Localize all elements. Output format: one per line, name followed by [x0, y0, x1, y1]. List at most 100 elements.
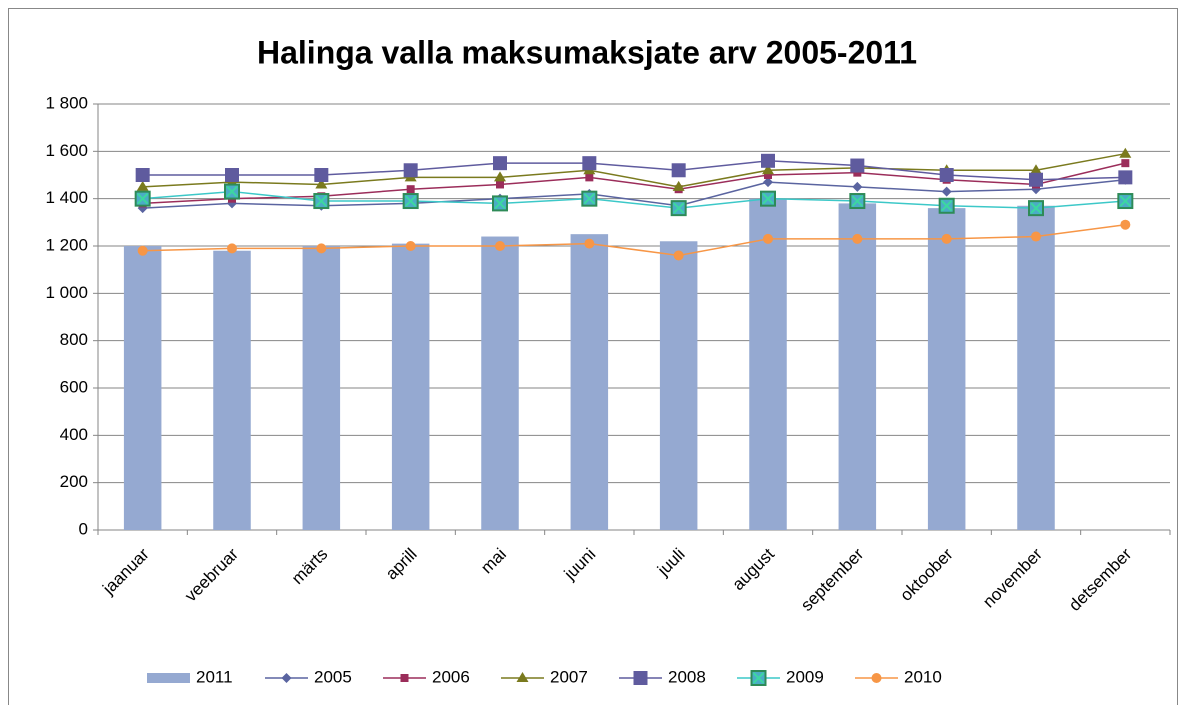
bar: [1017, 205, 1055, 530]
marker: [496, 180, 504, 189]
legend-item: 2010: [855, 667, 942, 686]
marker: [762, 164, 774, 175]
marker: [314, 168, 329, 182]
bar: [481, 236, 519, 531]
marker-cross: [752, 672, 765, 684]
marker: [516, 672, 529, 682]
marker: [403, 163, 418, 178]
marker: [315, 178, 328, 189]
marker: [670, 200, 687, 217]
marker: [750, 670, 767, 686]
bar: [302, 246, 341, 530]
marker: [1028, 200, 1044, 217]
marker: [672, 180, 685, 191]
series-line: [142, 190, 1126, 209]
legend-item: 2006: [383, 667, 470, 686]
bar: [570, 234, 609, 530]
marker: [405, 241, 416, 251]
series-line: [142, 178, 1126, 209]
marker: [585, 173, 594, 182]
chart-title: Halinga valla maksumaksjate arv 2005-201…: [257, 34, 917, 70]
marker: [227, 243, 237, 254]
marker-cross: [583, 192, 596, 205]
legend-label: 2006: [432, 667, 470, 686]
marker: [582, 156, 597, 171]
marker: [135, 168, 150, 182]
marker: [849, 193, 866, 210]
marker: [134, 190, 151, 207]
legend-label: 2010: [904, 667, 942, 686]
marker-cross: [851, 195, 864, 207]
y-tick-label: 1 800: [45, 93, 88, 112]
legend-item: 2008: [619, 667, 706, 686]
marker: [581, 190, 598, 207]
marker: [939, 168, 954, 182]
bar: [213, 250, 251, 530]
marker: [671, 163, 686, 178]
marker: [225, 168, 239, 182]
marker: [633, 671, 648, 685]
series-line: [142, 152, 1126, 188]
y-tick-label: 800: [60, 330, 88, 349]
y-tick-label: 1 600: [45, 141, 88, 160]
marker: [763, 233, 773, 244]
marker: [1117, 193, 1134, 210]
marker: [400, 674, 409, 682]
legend-item: 2011: [147, 667, 233, 686]
marker: [224, 183, 240, 200]
marker: [1119, 147, 1132, 158]
y-tick-label: 400: [60, 425, 88, 444]
marker: [495, 241, 505, 251]
marker: [852, 233, 863, 244]
marker: [760, 190, 776, 207]
marker: [1029, 172, 1043, 187]
y-tick-label: 1 400: [45, 188, 88, 207]
marker: [584, 238, 595, 249]
series-line: [142, 223, 1126, 257]
marker: [850, 158, 865, 173]
marker: [494, 171, 506, 182]
bar: [391, 243, 430, 530]
marker: [281, 673, 292, 683]
y-tick-label: 600: [60, 377, 88, 396]
series-line: [142, 162, 1126, 205]
marker: [316, 243, 327, 254]
marker: [136, 180, 149, 191]
marker-cross: [940, 200, 953, 212]
marker: [402, 193, 419, 210]
marker-cross: [136, 192, 149, 205]
marker: [313, 193, 330, 210]
marker: [764, 171, 772, 179]
legend-label: 2008: [668, 667, 706, 686]
series-line: [142, 160, 1126, 181]
marker: [1118, 170, 1133, 185]
legend-label: 2005: [314, 667, 352, 686]
legend-item: 2007: [501, 667, 588, 686]
marker: [492, 195, 508, 212]
y-tick-label: 1 000: [45, 283, 88, 302]
marker: [871, 673, 882, 683]
marker-cross: [315, 195, 328, 207]
marker-cross: [672, 202, 685, 214]
bar: [123, 246, 162, 530]
legend-label: 2007: [550, 667, 588, 686]
marker: [941, 186, 952, 197]
legend-item: 2005: [265, 667, 352, 686]
legend-label: 2009: [786, 667, 824, 686]
marker: [137, 245, 148, 256]
y-tick-label: 1 200: [45, 235, 88, 254]
bar: [838, 203, 877, 530]
y-tick-label: 200: [60, 472, 88, 491]
marker-cross: [226, 185, 238, 198]
marker: [853, 168, 862, 177]
marker: [938, 197, 955, 214]
bar: [749, 198, 787, 530]
legend-item: 2009: [737, 667, 824, 686]
marker: [941, 233, 952, 244]
marker: [1121, 159, 1130, 168]
marker-cross: [1119, 195, 1132, 207]
y-tick-label: 0: [79, 519, 88, 538]
marker-cross: [762, 192, 774, 205]
marker: [673, 250, 684, 261]
